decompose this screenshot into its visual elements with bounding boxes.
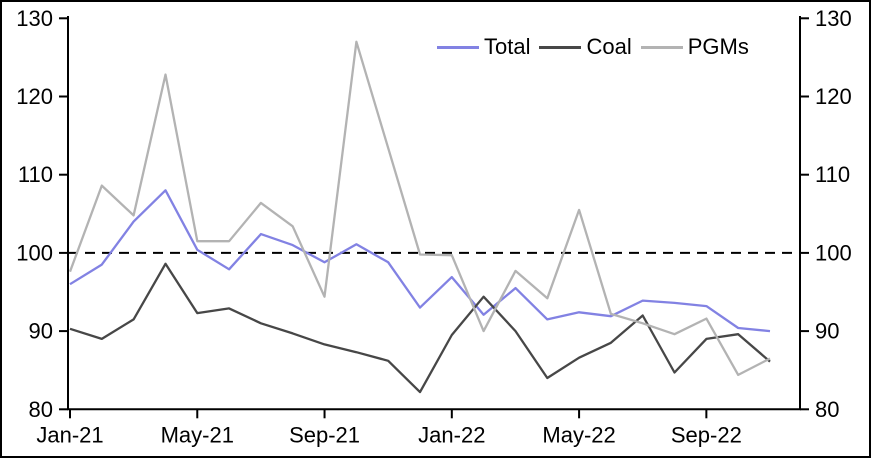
legend-label-coal: Coal: [586, 34, 632, 59]
y-axis-label-right: 80: [815, 397, 839, 422]
y-axis-label-left: 130: [16, 6, 53, 31]
legend-label-pgms: PGMs: [687, 34, 749, 59]
x-axis-label: Jan-22: [418, 422, 485, 447]
legend-item-total: Total: [437, 34, 530, 60]
y-axis-label-right: 120: [815, 84, 852, 109]
legend-item-coal: Coal: [539, 34, 632, 60]
pgms-series-line: [68, 40, 771, 377]
coal-series-line: [69, 262, 771, 394]
x-axis-label: Sep-22: [671, 422, 742, 447]
legend: Total Coal PGMs: [437, 34, 749, 60]
axis-frame: [67, 16, 801, 411]
legend-item-pgms: PGMs: [640, 34, 749, 60]
total-line-swatch: [437, 45, 479, 49]
y-axis-label-right: 110: [815, 162, 850, 187]
y-axis-label-right: 130: [815, 6, 852, 31]
x-axis-label: Jan-21: [36, 422, 103, 447]
x-axis-label: May-21: [161, 422, 234, 447]
y-axis-label-left: 90: [29, 319, 53, 344]
y-axis-label-left: 100: [16, 240, 53, 265]
y-axis-label-left: 120: [16, 84, 53, 109]
total-series-line: [69, 189, 771, 333]
x-axis-label: May-22: [542, 422, 615, 447]
y-axis-label-right: 100: [815, 240, 852, 265]
y-axis-label-left: 110: [18, 162, 53, 187]
pgms-line-swatch: [640, 45, 683, 49]
y-axis-label-right: 90: [815, 319, 839, 344]
x-axis-label: Sep-21: [289, 422, 360, 447]
coal-line-swatch: [539, 45, 582, 49]
y-axis-label-left: 80: [29, 397, 53, 422]
legend-label-total: Total: [484, 34, 531, 59]
